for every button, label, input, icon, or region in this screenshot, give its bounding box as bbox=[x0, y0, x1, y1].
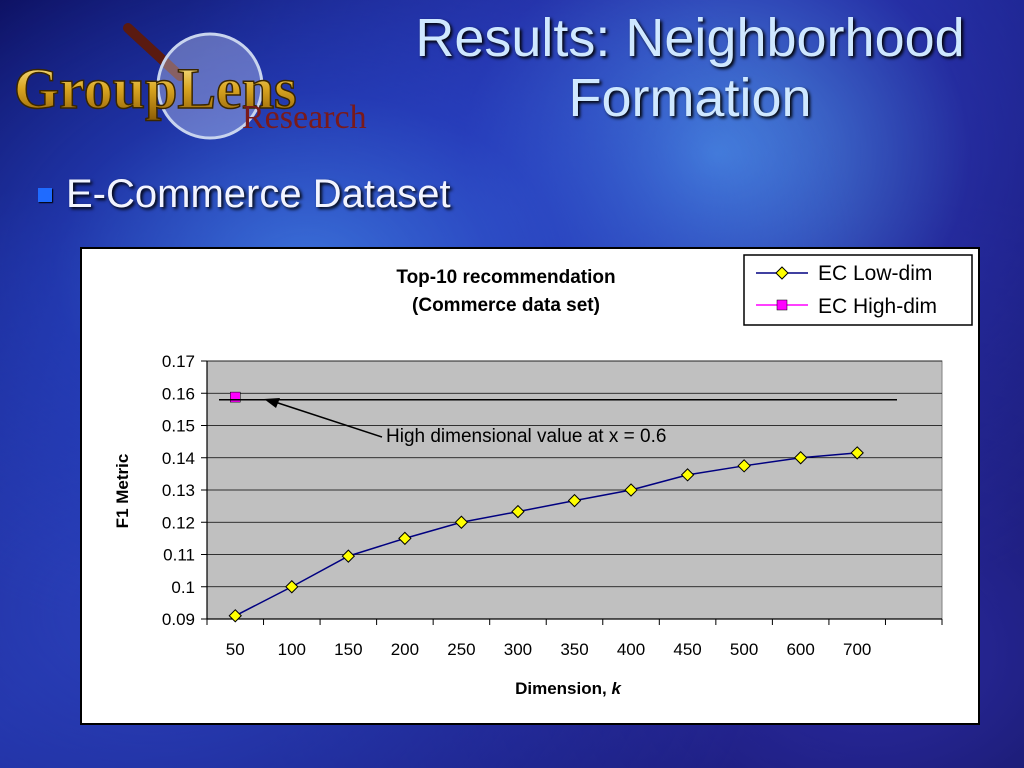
data-point-low-dim bbox=[680, 468, 695, 482]
data-point-low-dim bbox=[624, 483, 638, 497]
x-tick-label: 300 bbox=[504, 640, 532, 659]
chart-panel: 0.09 0.1 0.11 0.12 0.13 0.14 0.15 0.16 0.17 50 100… bbox=[80, 247, 980, 725]
y-tick-label: 0.15 bbox=[162, 417, 195, 436]
x-tick-label: 250 bbox=[447, 640, 475, 659]
y-tick-label: 0.16 bbox=[162, 384, 195, 403]
slide-title-line2: Formation bbox=[568, 68, 812, 128]
logo-subtitle: Research bbox=[242, 99, 367, 136]
y-tick-label: 0.11 bbox=[163, 546, 195, 565]
legend-diamond-marker bbox=[775, 266, 789, 280]
y-tick-label: 0.14 bbox=[162, 449, 195, 468]
y-axis-label: F1 Metric bbox=[113, 454, 132, 529]
x-tick-label: 400 bbox=[617, 640, 645, 659]
bullet-text: E-Commerce Dataset bbox=[66, 172, 451, 216]
data-point-low-dim bbox=[341, 549, 356, 563]
legend: EC Low-dim EC High-dim bbox=[743, 254, 973, 326]
legend-square-marker bbox=[776, 299, 788, 311]
data-point-low-dim bbox=[793, 451, 808, 465]
annotation: High dimensional value at x = 0.6 bbox=[219, 398, 897, 447]
data-point-low-dim bbox=[454, 515, 469, 529]
bullet-item: E-Commerce Dataset bbox=[38, 172, 451, 217]
data-point-low-dim bbox=[737, 459, 751, 473]
series-line-ec-low-dim bbox=[234, 452, 858, 617]
data-point-low-dim bbox=[398, 531, 412, 546]
data-point-low-dim bbox=[228, 609, 242, 623]
data-point-high-dim bbox=[230, 391, 241, 403]
x-tick-label: 350 bbox=[560, 640, 588, 659]
x-tick-label: 100 bbox=[278, 640, 306, 659]
bullet-square-icon bbox=[38, 187, 52, 202]
x-tick-label: 450 bbox=[673, 640, 701, 659]
arrow-head-icon bbox=[264, 398, 280, 408]
x-axis-label: Dimension, k bbox=[515, 679, 622, 698]
grouplens-logo: GroupLens Research bbox=[13, 23, 367, 140]
y-tick-label: 0.1 bbox=[171, 578, 195, 597]
y-tick-label: 0.09 bbox=[162, 610, 195, 629]
x-tick-label: 200 bbox=[391, 640, 419, 659]
slide-title-line1: Results: Neighborhood bbox=[415, 8, 965, 68]
legend-low-label: EC Low-dim bbox=[818, 262, 932, 285]
slide-title: Results: Neighborhood Formation bbox=[330, 8, 1024, 128]
chart-title-line1: Top-10 recommendation bbox=[396, 267, 615, 288]
x-tick-label: 500 bbox=[730, 640, 758, 659]
data-point-low-dim bbox=[850, 446, 864, 460]
x-tick-label: 700 bbox=[843, 640, 871, 659]
x-tick-label: 150 bbox=[334, 640, 362, 659]
chart-title-line2: (Commerce data set) bbox=[412, 295, 600, 316]
x-tick-label: 600 bbox=[786, 640, 814, 659]
data-point-low-dim bbox=[285, 580, 299, 594]
y-tick-label: 0.13 bbox=[162, 481, 195, 500]
y-tick-label: 0.17 bbox=[162, 352, 195, 371]
x-tick-label: 50 bbox=[226, 640, 245, 659]
y-tick-label: 0.12 bbox=[162, 513, 195, 532]
svg-text:GroupLens: GroupLens bbox=[14, 56, 297, 121]
line-chart: 0.09 0.1 0.11 0.12 0.13 0.14 0.15 0.16 0.17 50 100… bbox=[113, 254, 973, 698]
annotation-arrow bbox=[271, 400, 383, 438]
data-point-low-dim bbox=[511, 504, 525, 519]
data-point-low-dim bbox=[567, 493, 582, 508]
legend-high-label: EC High-dim bbox=[818, 295, 937, 318]
annotation-text: High dimensional value at x = 0.6 bbox=[386, 426, 666, 447]
